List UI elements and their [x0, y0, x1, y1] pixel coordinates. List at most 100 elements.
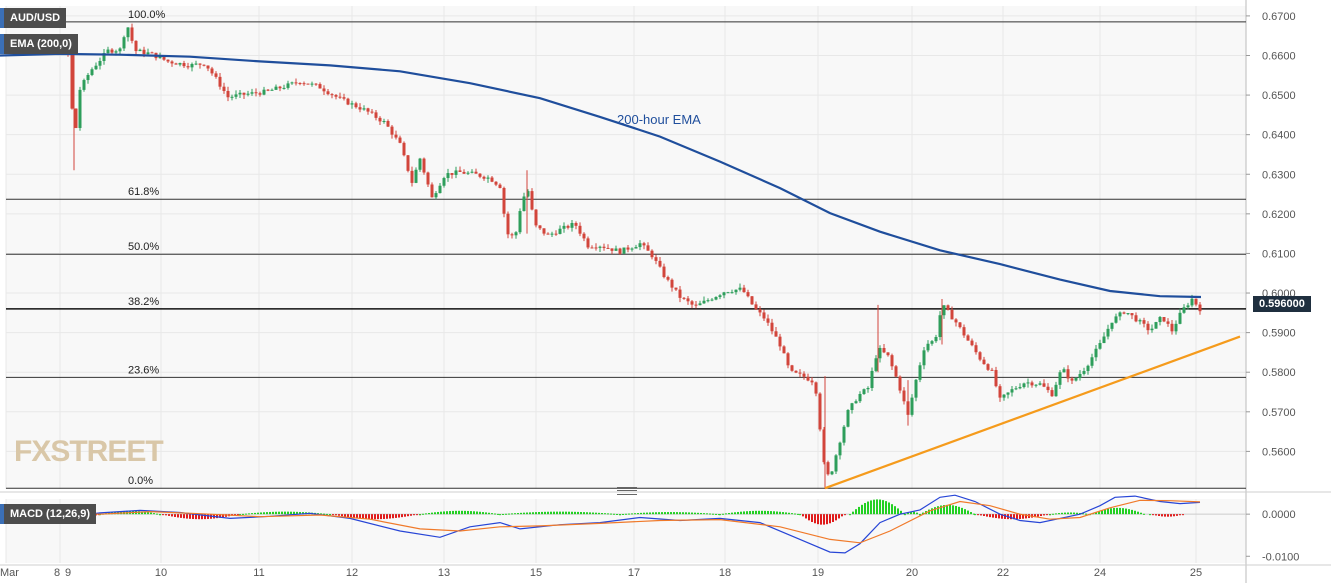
- candle: [934, 334, 938, 343]
- candle: [218, 72, 222, 90]
- macd-histogram-bar: [613, 513, 615, 515]
- candle-body: [766, 318, 770, 323]
- candle-body: [310, 83, 314, 85]
- macd-histogram-bar: [691, 512, 693, 515]
- candle-body: [410, 170, 414, 183]
- candle: [266, 88, 270, 92]
- candle-body: [450, 173, 454, 175]
- candle-body: [882, 347, 886, 353]
- candle-body: [558, 228, 562, 234]
- candle: [578, 222, 582, 237]
- candle: [1014, 386, 1018, 391]
- candle: [866, 386, 870, 393]
- candle-body: [474, 171, 478, 174]
- candle: [730, 289, 734, 294]
- macd-histogram-bar: [1140, 512, 1142, 515]
- candle: [242, 92, 246, 99]
- candle-body: [326, 91, 330, 95]
- candle-body: [1146, 323, 1150, 331]
- macd-histogram-bar: [820, 514, 822, 525]
- macd-histogram-bar: [849, 514, 851, 516]
- candle: [322, 85, 326, 96]
- candle: [878, 345, 882, 363]
- macd-histogram-bar: [782, 512, 784, 515]
- symbol-badge[interactable]: AUD/USD: [0, 8, 67, 28]
- candle-body: [226, 90, 230, 98]
- macd-histogram-bar: [488, 512, 490, 515]
- macd-histogram-bar: [676, 512, 678, 515]
- candle-body: [382, 121, 386, 123]
- candle: [794, 370, 798, 374]
- macd-histogram-bar: [407, 514, 409, 517]
- macd-histogram-bar: [974, 514, 976, 516]
- macd-histogram-bar: [1107, 508, 1109, 515]
- candle: [414, 167, 418, 184]
- candle-body: [162, 56, 166, 60]
- macd-histogram-bar: [980, 514, 982, 516]
- candle: [230, 94, 234, 101]
- ema-indicator-badge[interactable]: EMA (200,0): [0, 34, 78, 54]
- candle-body: [82, 80, 86, 90]
- macd-histogram-bar: [1043, 514, 1045, 516]
- macd-histogram-bar: [1131, 509, 1133, 515]
- candle-body: [566, 225, 570, 228]
- macd-histogram-bar: [1016, 514, 1018, 520]
- macd-histogram-bar: [446, 511, 448, 515]
- candle: [510, 232, 514, 239]
- candle: [470, 169, 474, 174]
- macd-histogram-bar: [1116, 507, 1118, 515]
- candle-body: [78, 89, 82, 128]
- macd-axis-tick-label: -0.0100: [1262, 551, 1299, 563]
- macd-histogram-bar: [916, 512, 918, 515]
- candle: [1182, 304, 1186, 314]
- macd-histogram-bar: [251, 513, 253, 515]
- macd-histogram-bar: [141, 511, 143, 515]
- candle: [654, 254, 658, 265]
- candle-body: [962, 327, 966, 336]
- macd-histogram-bar: [814, 514, 816, 524]
- pane-resize-handle[interactable]: [617, 487, 637, 495]
- candle-body: [978, 352, 982, 360]
- candle-body: [834, 455, 838, 472]
- candle-body: [622, 247, 626, 254]
- macd-histogram-bar: [410, 514, 412, 516]
- macd-histogram-bar: [791, 513, 793, 515]
- macd-histogram-bar: [628, 513, 630, 515]
- candle-body: [1090, 357, 1094, 366]
- candle: [806, 373, 810, 382]
- candle-body: [930, 341, 934, 344]
- candle: [246, 90, 250, 97]
- candle: [1158, 315, 1162, 326]
- candle-body: [694, 304, 698, 306]
- macd-indicator-badge[interactable]: MACD (12,26,9): [0, 504, 97, 524]
- candle-body: [626, 247, 630, 250]
- macd-histogram-bar: [532, 512, 534, 515]
- candle-body: [378, 117, 382, 122]
- candle: [850, 402, 854, 414]
- candle: [506, 211, 510, 239]
- macd-histogram-bar: [165, 514, 167, 516]
- macd-histogram-bar: [502, 513, 504, 515]
- candle-body: [266, 89, 270, 91]
- macd-histogram-bar: [571, 511, 573, 515]
- macd-histogram-bar: [1025, 514, 1027, 519]
- macd-histogram-bar: [338, 514, 340, 516]
- macd-histogram-bar: [737, 511, 739, 515]
- macd-histogram-bar: [365, 514, 367, 519]
- macd-histogram-bar: [257, 512, 259, 515]
- macd-histogram-bar: [931, 508, 933, 515]
- candle-body: [258, 93, 262, 95]
- macd-histogram-bar: [1113, 507, 1115, 515]
- candle-body: [614, 248, 618, 251]
- candle-body: [1126, 313, 1130, 315]
- candle: [90, 67, 94, 77]
- macd-histogram-bar: [1034, 514, 1036, 518]
- macd-histogram-bar: [350, 514, 352, 518]
- macd-histogram-bar: [706, 513, 708, 515]
- candle-body: [902, 390, 906, 402]
- candle: [270, 88, 274, 91]
- candle: [1074, 377, 1078, 382]
- macd-histogram-bar: [734, 512, 736, 515]
- candle: [350, 100, 354, 109]
- candle-body: [850, 403, 854, 411]
